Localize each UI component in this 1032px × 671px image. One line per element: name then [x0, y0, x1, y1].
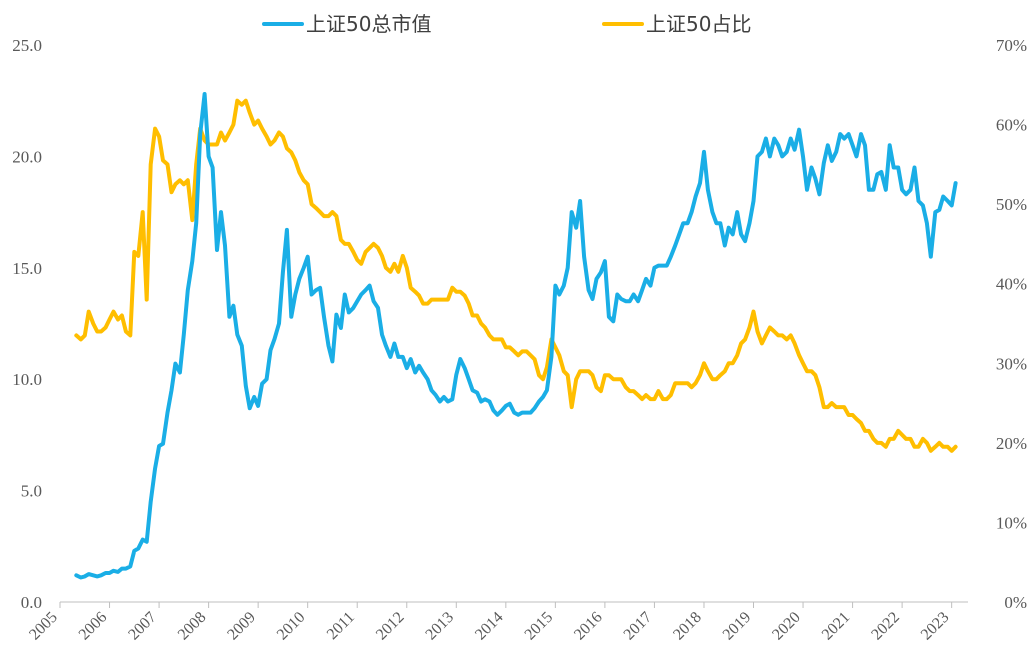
x-tick-label: 2022 — [868, 609, 903, 644]
x-tick-label: 2012 — [373, 609, 408, 644]
legend-label-market-cap: 上证50总市值 — [306, 12, 431, 36]
x-tick-label: 2014 — [472, 609, 507, 644]
x-tick-label: 2011 — [324, 609, 358, 643]
x-tick-label: 2010 — [274, 609, 309, 644]
x-tick-label: 2021 — [819, 609, 854, 644]
right-y-tick-label: 20% — [996, 434, 1027, 453]
x-tick-label: 2009 — [224, 609, 259, 644]
right-y-tick-label: 50% — [996, 195, 1027, 214]
series-layer — [74, 92, 958, 580]
x-tick-label: 2017 — [621, 609, 656, 644]
right-y-tick-label: 60% — [996, 116, 1027, 135]
right-y-tick-label: 70% — [996, 36, 1027, 55]
right-y-tick-label: 40% — [996, 275, 1027, 294]
left-y-tick-label: 5.0 — [21, 482, 42, 501]
left-y-tick-label: 20.0 — [12, 147, 42, 166]
right-y-tick-label: 0% — [1004, 593, 1027, 612]
x-tick-label: 2008 — [175, 609, 210, 644]
x-tick-label: 2023 — [918, 609, 953, 644]
right-y-tick-label: 10% — [996, 513, 1027, 532]
series-line-share — [74, 98, 958, 453]
x-tick-label: 2019 — [720, 609, 755, 644]
x-tick-label: 2006 — [76, 609, 111, 644]
left-y-tick-label: 25.0 — [12, 36, 42, 55]
legend-label-share: 上证50占比 — [646, 12, 751, 36]
x-axis: 2005 2006 2007 2008 2009 2010 2011 2012 2013 2014… — [26, 601, 968, 644]
left-y-tick-label: 10.0 — [12, 370, 42, 389]
series-line-market-cap — [74, 92, 958, 580]
left-y-tick-label: 0.0 — [21, 593, 42, 612]
x-tick-label: 2007 — [125, 609, 160, 644]
x-tick-label: 2016 — [571, 609, 606, 644]
x-tick-label: 2015 — [522, 609, 557, 644]
x-tick-label: 2013 — [422, 609, 457, 644]
x-tick-label: 2020 — [769, 609, 804, 644]
right-y-axis: 0% 10% 20% 30% 40% 50% 60% 70% — [996, 36, 1027, 612]
legend: 上证50总市值 上证50占比 — [262, 12, 751, 36]
right-y-tick-label: 30% — [996, 354, 1027, 373]
left-y-tick-label: 15.0 — [12, 259, 42, 278]
left-y-axis: 0.0 5.0 10.0 15.0 20.0 25.0 — [12, 36, 42, 612]
x-tick-label: 2018 — [670, 609, 705, 644]
x-tick-label: 2005 — [26, 609, 61, 644]
